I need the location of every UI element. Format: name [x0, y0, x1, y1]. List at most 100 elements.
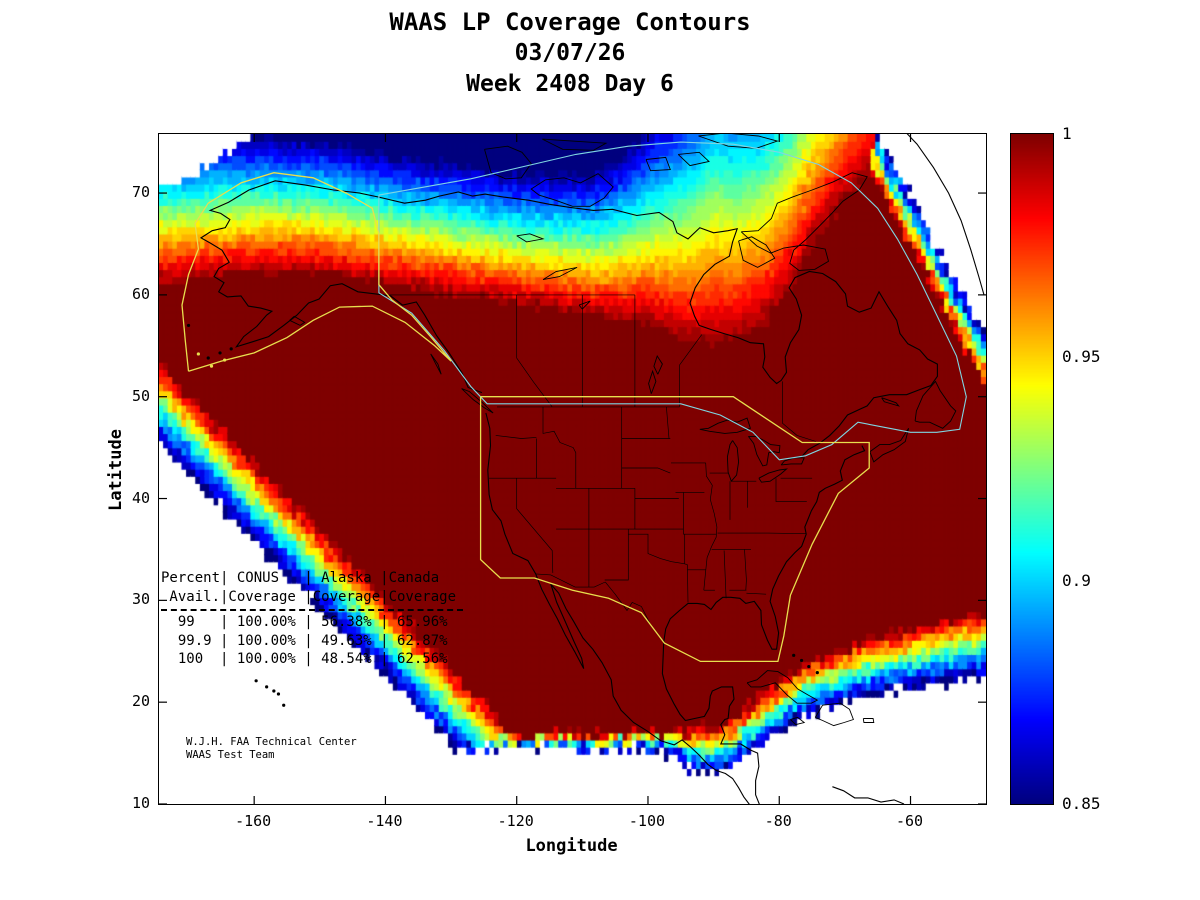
state-border: [495, 435, 537, 439]
lake-outline: [542, 266, 578, 281]
coastline: [906, 134, 985, 296]
island-outline: [738, 236, 776, 268]
coverage-table-header-line: Percent| CONUS | Alaska |Canada: [161, 570, 440, 586]
small-island-dot: [229, 347, 233, 351]
alaska-service-volume-boundary: [181, 172, 452, 372]
credit-line2: WAAS Test Team: [186, 749, 275, 761]
island-outline: [746, 670, 819, 704]
canada-service-volume-boundary: [378, 141, 967, 461]
chart-week-day: Week 2408 Day 6: [466, 71, 674, 97]
table-separator-dashed-line: [161, 609, 463, 611]
province-border: [516, 294, 553, 408]
map-overlay: [159, 134, 986, 804]
service-volume-dot: [223, 358, 227, 362]
island-outline: [677, 151, 710, 167]
service-volume-dot: [209, 364, 214, 368]
small-island-dot: [186, 323, 191, 328]
state-border: [703, 462, 718, 591]
small-island-dot: [282, 703, 286, 707]
colorbar-tick-label: 1: [1062, 124, 1072, 143]
island-outline: [461, 388, 494, 414]
state-border: [717, 532, 807, 535]
state-border: [621, 467, 671, 474]
state-border: [628, 533, 685, 565]
lake-outline: [516, 233, 545, 243]
x-tick-label: -140: [366, 812, 403, 830]
y-tick-label: 50: [131, 386, 150, 405]
lake-outline: [726, 440, 740, 483]
state-border: [744, 549, 747, 591]
x-tick-label: -160: [235, 812, 272, 830]
island-outline: [881, 397, 900, 407]
lake-outline: [758, 468, 788, 483]
y-tick-label: 10: [131, 794, 150, 812]
small-island-dot: [807, 664, 811, 669]
small-island-dot: [272, 689, 276, 693]
coverage-table-row: 100 | 100.00% | 48.54% | 62.56%: [161, 651, 448, 667]
y-tick-label: 40: [131, 488, 150, 507]
island-outline: [914, 380, 957, 429]
chart-title: WAAS LP Coverage Contours: [389, 8, 751, 36]
small-island-dot: [815, 671, 819, 675]
y-axis-label: Latitude: [106, 429, 126, 511]
state-border: [604, 529, 629, 581]
province-border: [782, 381, 817, 442]
service-volume-dot: [196, 352, 200, 356]
state-border: [535, 573, 606, 588]
island-outline: [289, 315, 306, 326]
state-border: [684, 563, 689, 603]
y-tick-label: 60: [131, 284, 150, 303]
coastline: [485, 412, 750, 804]
state-border: [723, 550, 727, 599]
small-island-dot: [276, 692, 281, 696]
province-border: [679, 334, 703, 407]
island-outline: [862, 718, 875, 723]
small-island-dot: [254, 679, 258, 683]
lake-outline: [748, 435, 781, 467]
state-border: [516, 478, 554, 573]
colorbar-tick-label: 0.85: [1062, 794, 1101, 813]
coastline: [199, 180, 938, 458]
coverage-table-row: 99.9 | 100.00% | 49.63% | 62.87%: [161, 632, 448, 649]
lake-outline: [578, 300, 591, 310]
island-outline: [698, 134, 779, 149]
colorbar-tick-label: 0.95: [1062, 347, 1101, 367]
small-island-dot: [792, 653, 796, 657]
credit-line1: W.J.H. FAA Technical Center: [186, 736, 357, 748]
chart-date: 03/07/26: [514, 40, 626, 66]
y-tick-label: 70: [131, 183, 150, 202]
lake-outline: [648, 369, 657, 394]
lake-outline: [653, 354, 663, 375]
lake-outline: [780, 457, 805, 466]
x-tick-label: -80: [764, 812, 792, 830]
credit-text: W.J.H. FAA Technical Center WAAS Test Te…: [186, 736, 357, 762]
state-border: [605, 581, 664, 643]
island-outline: [790, 716, 806, 726]
coastline: [661, 445, 866, 804]
small-island-dot: [206, 356, 210, 360]
conus-service-volume-boundary: [479, 396, 870, 663]
y-tick-label: 30: [131, 590, 150, 609]
coastline: [832, 786, 905, 804]
x-tick-label: -100: [628, 812, 666, 830]
island-outline: [430, 353, 442, 375]
coverage-table: Percent| CONUS | Alaska |Canada Avail.|C…: [161, 569, 463, 669]
small-island-dot: [265, 685, 269, 689]
state-border: [775, 478, 807, 502]
island-outline: [740, 172, 868, 271]
colorbar: [1010, 133, 1054, 805]
plot-area: [158, 133, 987, 805]
state-border: [746, 592, 767, 595]
colorbar-gradient: [1011, 134, 1053, 804]
y-tick-label: 20: [131, 692, 150, 711]
x-tick-label: -60: [895, 812, 924, 830]
lake-outline: [699, 417, 751, 434]
x-axis-label: Longitude: [525, 836, 618, 856]
island-outline: [542, 138, 608, 151]
coverage-table-row: 99 | 100.00% | 56.38% | 65.96%: [161, 614, 448, 630]
coverage-table-header-line: Avail.|Coverage |Coverage|Coverage: [161, 588, 457, 605]
island-outline: [814, 702, 854, 727]
small-island-dot: [799, 658, 804, 663]
small-island-dot: [218, 351, 222, 355]
